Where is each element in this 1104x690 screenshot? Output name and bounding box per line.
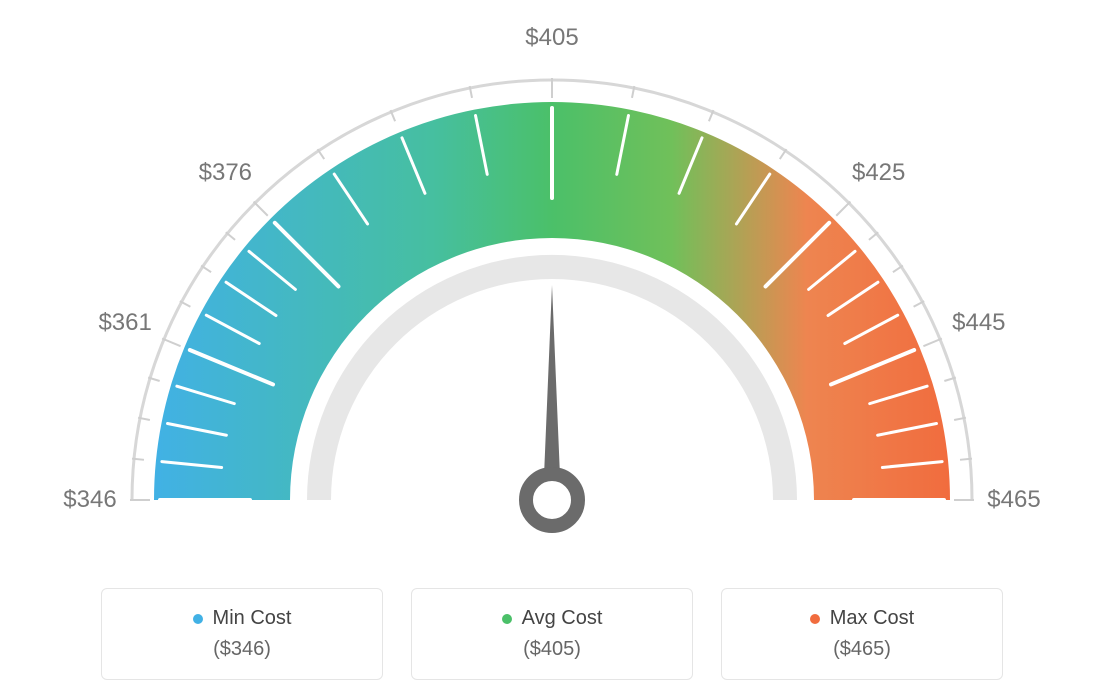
legend-card-avg: Avg Cost ($405) [411, 588, 693, 680]
legend-value-max: ($465) [833, 638, 891, 661]
gauge-tick-label: $445 [952, 309, 1005, 337]
cost-gauge: $346 $361 $376 $405 $425 $445 $465 [0, 0, 1104, 560]
gauge-svg [0, 0, 1104, 560]
gauge-tick-label: $425 [852, 159, 905, 187]
legend-title-max: Max Cost [830, 607, 914, 630]
legend-value-min: ($346) [213, 638, 271, 661]
legend-dot-min [193, 614, 203, 624]
legend-value-avg: ($405) [523, 638, 581, 661]
legend-card-min: Min Cost ($346) [101, 588, 383, 680]
gauge-tick-label: $465 [987, 486, 1040, 514]
legend-card-max: Max Cost ($465) [721, 588, 1003, 680]
gauge-tick-label: $361 [98, 309, 151, 337]
legend-row: Min Cost ($346) Avg Cost ($405) Max Cost… [0, 588, 1104, 680]
gauge-tick-label: $405 [525, 24, 578, 52]
legend-dot-max [810, 614, 820, 624]
legend-title-min: Min Cost [213, 607, 292, 630]
legend-dot-avg [502, 614, 512, 624]
legend-title-avg: Avg Cost [522, 607, 603, 630]
gauge-tick-label: $346 [63, 486, 116, 514]
gauge-tick-label: $376 [199, 159, 252, 187]
